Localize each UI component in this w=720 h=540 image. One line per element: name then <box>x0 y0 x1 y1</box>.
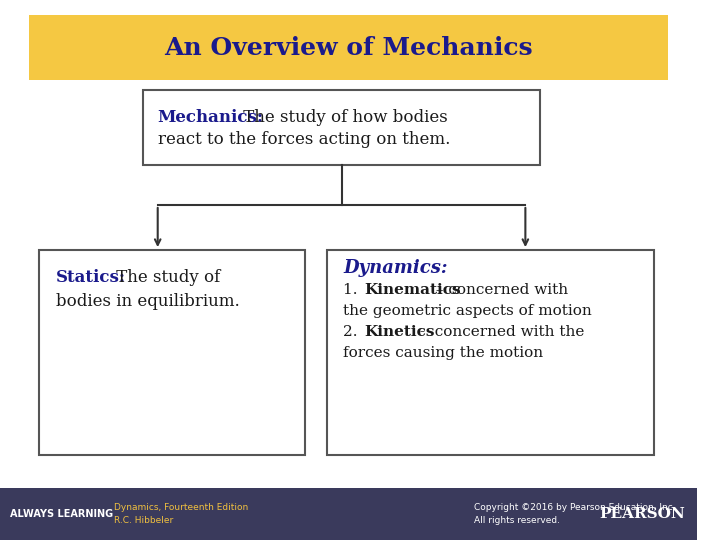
Text: 2.: 2. <box>343 325 368 339</box>
Text: 1.: 1. <box>343 283 368 297</box>
Text: Kinematics: Kinematics <box>365 283 462 297</box>
FancyBboxPatch shape <box>39 250 305 455</box>
FancyBboxPatch shape <box>143 90 540 165</box>
Text: An Overview of Mechanics: An Overview of Mechanics <box>164 36 533 60</box>
Text: bodies in equilibrium.: bodies in equilibrium. <box>56 294 240 310</box>
Text: react to the forces acting on them.: react to the forces acting on them. <box>158 132 450 148</box>
Text: Mechanics:: Mechanics: <box>158 110 264 126</box>
Text: Dynamics:: Dynamics: <box>343 259 448 277</box>
Text: The study of: The study of <box>112 269 220 287</box>
Text: The study of how bodies: The study of how bodies <box>238 110 448 126</box>
Text: Kinetics: Kinetics <box>365 325 436 339</box>
Text: forces causing the motion: forces causing the motion <box>343 346 544 360</box>
Text: Statics:: Statics: <box>56 269 126 287</box>
Text: ALWAYS LEARNING: ALWAYS LEARNING <box>9 509 113 519</box>
FancyBboxPatch shape <box>29 15 667 80</box>
Text: PEARSON: PEARSON <box>599 507 685 521</box>
FancyBboxPatch shape <box>0 488 697 540</box>
Text: Copyright ©2016 by Pearson Education, Inc.
All rights reserved.: Copyright ©2016 by Pearson Education, In… <box>474 503 675 525</box>
Text: Dynamics, Fourteenth Edition
R.C. Hibbeler: Dynamics, Fourteenth Edition R.C. Hibbel… <box>114 503 248 525</box>
Text: – concerned with: – concerned with <box>431 283 567 297</box>
Text: the geometric aspects of motion: the geometric aspects of motion <box>343 304 593 318</box>
Text: -  concerned with the: - concerned with the <box>415 325 585 339</box>
FancyBboxPatch shape <box>327 250 654 455</box>
